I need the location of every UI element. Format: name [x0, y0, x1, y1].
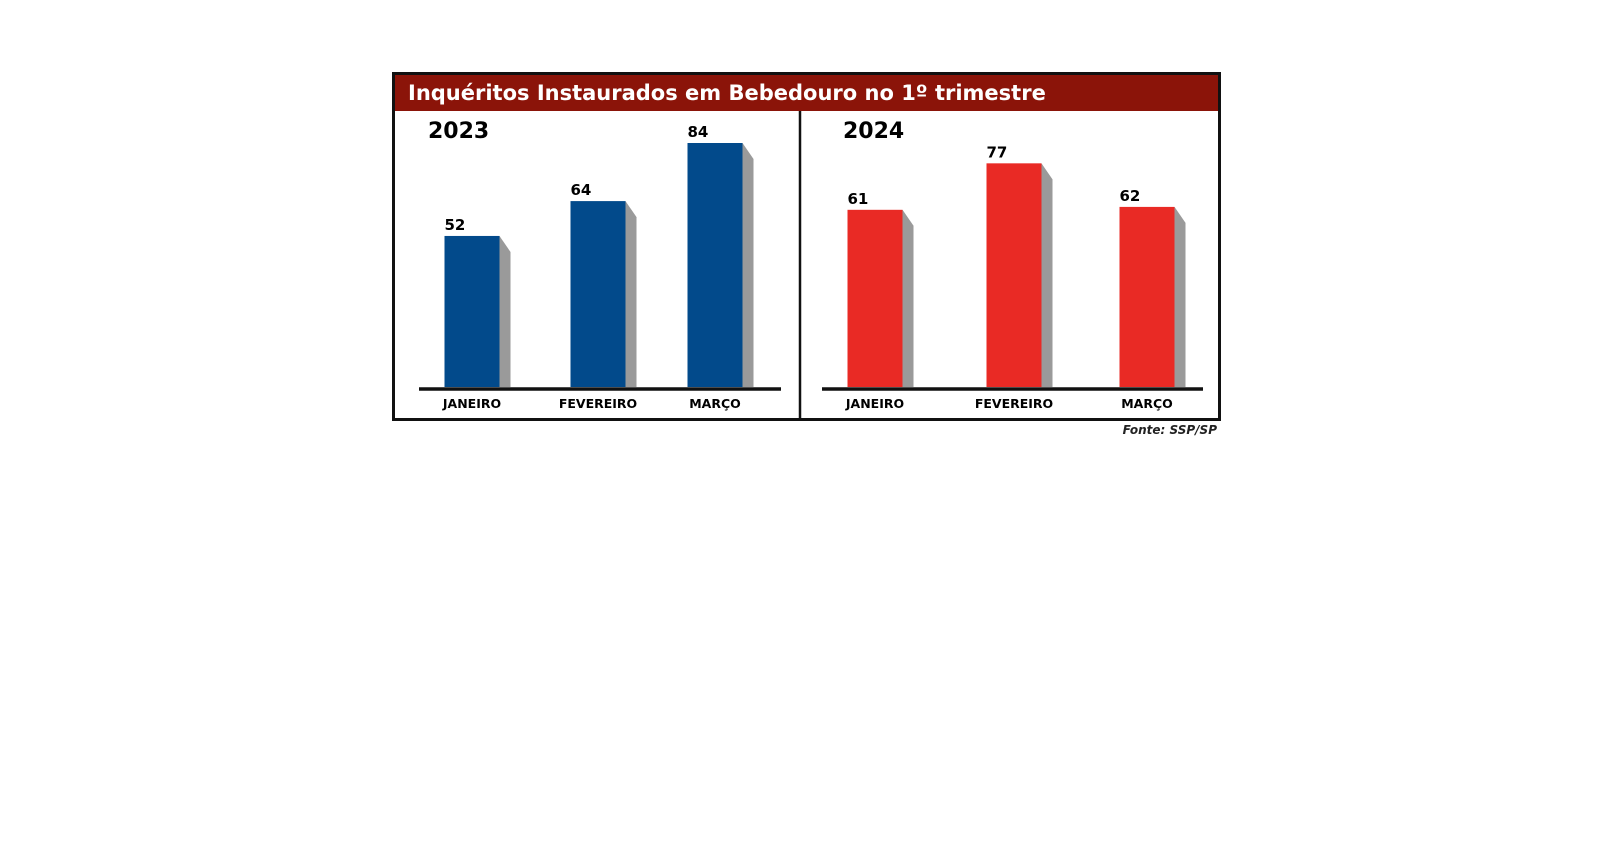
bar-2024-janeiro	[847, 209, 903, 387]
source-note: Fonte: SSP/SP	[1123, 423, 1218, 437]
bar-shadow-2024-marco	[1174, 206, 1186, 387]
chart-panel-2023: 2023 52 64 84 JANEIRO FEVEREIRO MARÇO	[419, 119, 781, 411]
bar-2024-marco	[1119, 206, 1175, 387]
chart-title: Inquéritos Instaurados em Bebedouro no 1…	[408, 81, 1046, 105]
x-tick-label-2023-marco: MARÇO	[689, 396, 741, 411]
title-bar	[395, 75, 1218, 111]
bar-shadow-2023-fevereiro	[625, 201, 637, 387]
x-tick-label-2024-marco: MARÇO	[1121, 396, 1173, 411]
value-label-2024-marco: 62	[1120, 187, 1141, 205]
bar-2023-janeiro	[444, 235, 500, 387]
x-tick-label-2023-janeiro: JANEIRO	[442, 396, 501, 411]
bar-shadow-2023-janeiro	[499, 235, 511, 387]
panel-title-2024: 2024	[843, 119, 904, 144]
value-label-2023-marco: 84	[688, 123, 709, 141]
value-label-2024-janeiro: 61	[848, 190, 869, 208]
value-label-2023-janeiro: 52	[445, 216, 466, 234]
value-label-2024-fevereiro: 77	[987, 143, 1008, 161]
bar-shadow-2024-fevereiro	[1041, 163, 1053, 387]
x-tick-label-2024-fevereiro: FEVEREIRO	[975, 396, 1053, 411]
bars-2023: 52 64 84	[444, 123, 754, 387]
chart-panel-2024: 2024 61 77 62 JANEIRO FEVEREIRO MARÇO	[822, 119, 1203, 411]
bar-2024-fevereiro	[986, 163, 1042, 387]
panel-title-2023: 2023	[428, 119, 489, 144]
bar-2023-fevereiro	[570, 201, 626, 387]
bar-2023-marco	[687, 143, 743, 387]
bars-2024: 61 77 62	[847, 143, 1186, 387]
x-ticks-2024: JANEIRO FEVEREIRO MARÇO	[845, 396, 1173, 411]
value-label-2023-fevereiro: 64	[571, 181, 592, 199]
bar-shadow-2024-janeiro	[902, 209, 914, 387]
x-tick-label-2024-janeiro: JANEIRO	[845, 396, 904, 411]
x-tick-label-2023-fevereiro: FEVEREIRO	[559, 396, 637, 411]
bar-shadow-2023-marco	[742, 143, 754, 387]
chart-frame	[392, 72, 1221, 421]
x-ticks-2023: JANEIRO FEVEREIRO MARÇO	[442, 396, 741, 411]
